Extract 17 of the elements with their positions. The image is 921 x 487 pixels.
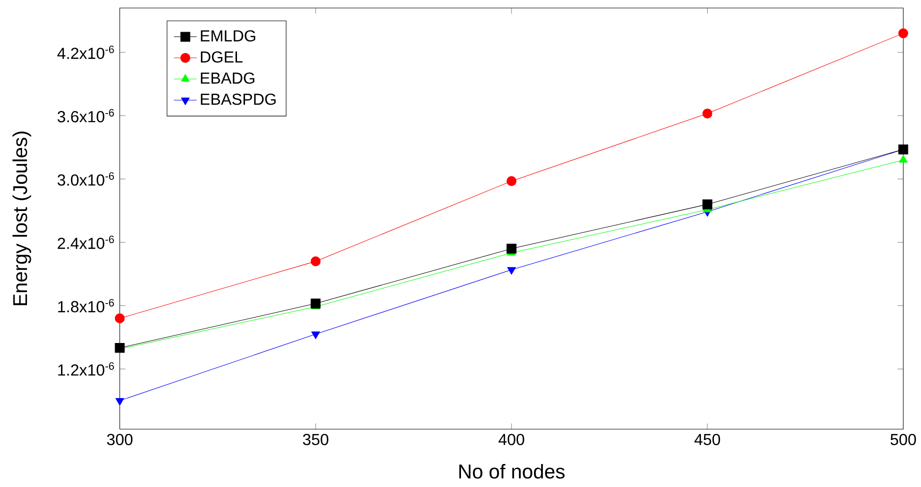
y-tick-label: 3.6x10$^{-6}$ bbox=[58, 108, 114, 122]
x-tick-label: 500 bbox=[890, 434, 916, 446]
x-tick-label: 350 bbox=[302, 434, 328, 446]
legend-label: EBASPDG bbox=[200, 94, 276, 105]
legend-label: DGEL bbox=[200, 51, 243, 63]
y-tick-label: 3.0x10$^{-6}$ bbox=[58, 172, 114, 186]
legend-label: EBADG bbox=[200, 72, 254, 84]
legend-label: EMLDG bbox=[200, 30, 256, 42]
x-tick-label: 300 bbox=[107, 434, 132, 446]
y-tick-label: 4.2x10$^{-6}$ bbox=[57, 46, 114, 59]
y-tick-label: 1.2x10$^{-6}$ bbox=[58, 362, 114, 376]
x-tick-label: 450 bbox=[694, 434, 720, 446]
y-tick-label: 1.8x10$^{-6}$ bbox=[58, 298, 114, 312]
y-tick-label: 2.4x10$^{-6}$ bbox=[58, 236, 114, 249]
y-axis-title: Energy lost (Joules) bbox=[12, 132, 32, 306]
x-axis-title: No of nodes bbox=[459, 464, 565, 479]
x-tick-label: 400 bbox=[498, 434, 524, 446]
